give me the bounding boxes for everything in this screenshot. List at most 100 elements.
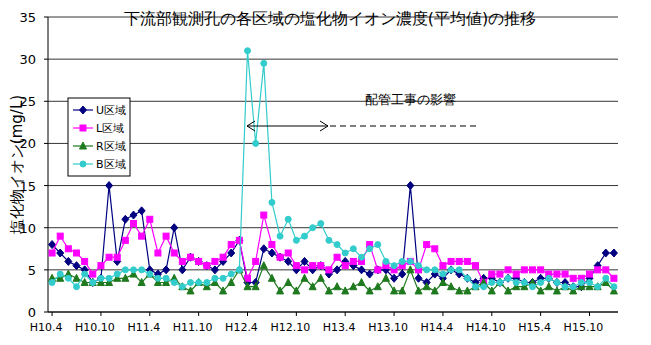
data-point — [407, 266, 414, 273]
annotation-dashed-line — [330, 126, 478, 127]
y-tick-label: 30 — [19, 52, 36, 67]
data-point — [285, 279, 292, 286]
series-line — [52, 186, 614, 287]
data-point — [253, 258, 259, 264]
data-point — [553, 287, 560, 294]
data-point — [587, 280, 593, 286]
data-point — [196, 280, 202, 286]
data-point — [334, 266, 341, 274]
data-point — [545, 283, 552, 290]
data-point — [415, 287, 422, 294]
x-tick — [491, 312, 492, 316]
data-point — [138, 279, 145, 286]
x-tick-label: H10.4 — [30, 321, 63, 334]
data-point — [464, 258, 470, 264]
data-point — [456, 258, 462, 264]
data-point — [342, 287, 349, 294]
data-point — [236, 237, 242, 243]
data-point — [179, 266, 186, 274]
legend-marker — [80, 106, 87, 114]
series-line — [52, 215, 614, 282]
data-point — [187, 253, 194, 261]
plot-area — [49, 48, 618, 294]
data-point — [473, 284, 479, 290]
data-point — [603, 267, 609, 273]
data-point — [139, 267, 145, 273]
y-tick — [44, 185, 48, 186]
data-point — [350, 283, 357, 290]
data-point — [245, 275, 251, 281]
data-point — [236, 236, 243, 244]
data-point — [448, 267, 454, 273]
data-point — [179, 283, 186, 290]
x-tick — [442, 312, 443, 316]
series — [49, 262, 618, 294]
data-point — [399, 270, 406, 278]
data-point — [610, 249, 617, 257]
x-tick — [589, 312, 590, 316]
data-point — [277, 287, 284, 294]
data-point — [146, 270, 153, 277]
data-point — [513, 280, 519, 286]
data-point — [106, 182, 113, 190]
data-point — [342, 263, 348, 269]
data-point — [269, 199, 275, 205]
data-point — [481, 284, 487, 290]
data-point — [611, 275, 617, 281]
data-point — [147, 216, 153, 222]
data-point — [260, 245, 267, 253]
data-point — [366, 270, 373, 278]
legend-marker — [80, 125, 86, 131]
data-point — [285, 250, 291, 256]
data-point — [334, 254, 340, 260]
x-axis — [48, 312, 618, 313]
data-point — [155, 275, 161, 281]
data-point — [244, 283, 251, 290]
data-point — [602, 249, 609, 257]
data-point — [212, 258, 218, 264]
y-tick — [44, 227, 48, 228]
data-point — [375, 242, 381, 248]
data-point — [496, 279, 503, 286]
y-tick-label: 35 — [19, 10, 36, 25]
data-point — [521, 280, 527, 286]
data-point — [473, 263, 479, 269]
x-tick — [149, 312, 150, 316]
data-point — [554, 280, 560, 286]
x-tick — [247, 312, 248, 316]
data-point — [399, 258, 405, 264]
data-point — [448, 283, 455, 290]
data-point — [147, 271, 153, 277]
data-point — [122, 267, 128, 273]
grid-line — [48, 227, 618, 228]
data-point — [285, 257, 292, 265]
data-point — [440, 271, 446, 277]
data-point — [587, 271, 593, 277]
data-point — [407, 182, 414, 190]
y-tick — [44, 101, 48, 102]
data-point — [496, 279, 503, 287]
data-point — [505, 274, 512, 282]
x-tick-label: H11.4 — [127, 321, 160, 334]
data-point — [155, 250, 161, 256]
data-point — [220, 287, 227, 294]
legend-label: B区域 — [96, 158, 126, 171]
data-point — [196, 258, 202, 264]
data-point — [350, 258, 356, 264]
data-point — [464, 275, 470, 281]
data-point — [448, 266, 455, 274]
data-point — [489, 271, 495, 277]
data-point — [326, 267, 332, 273]
data-point — [497, 280, 503, 286]
legend-box — [68, 98, 130, 176]
x-tick-label: H13.10 — [368, 321, 408, 334]
data-point — [489, 280, 495, 286]
data-point — [130, 211, 137, 219]
data-point — [334, 242, 340, 248]
data-point — [374, 266, 381, 274]
data-point — [74, 284, 80, 290]
data-point — [432, 267, 438, 273]
data-point — [220, 254, 226, 260]
data-point — [350, 246, 356, 252]
data-point — [423, 283, 430, 290]
